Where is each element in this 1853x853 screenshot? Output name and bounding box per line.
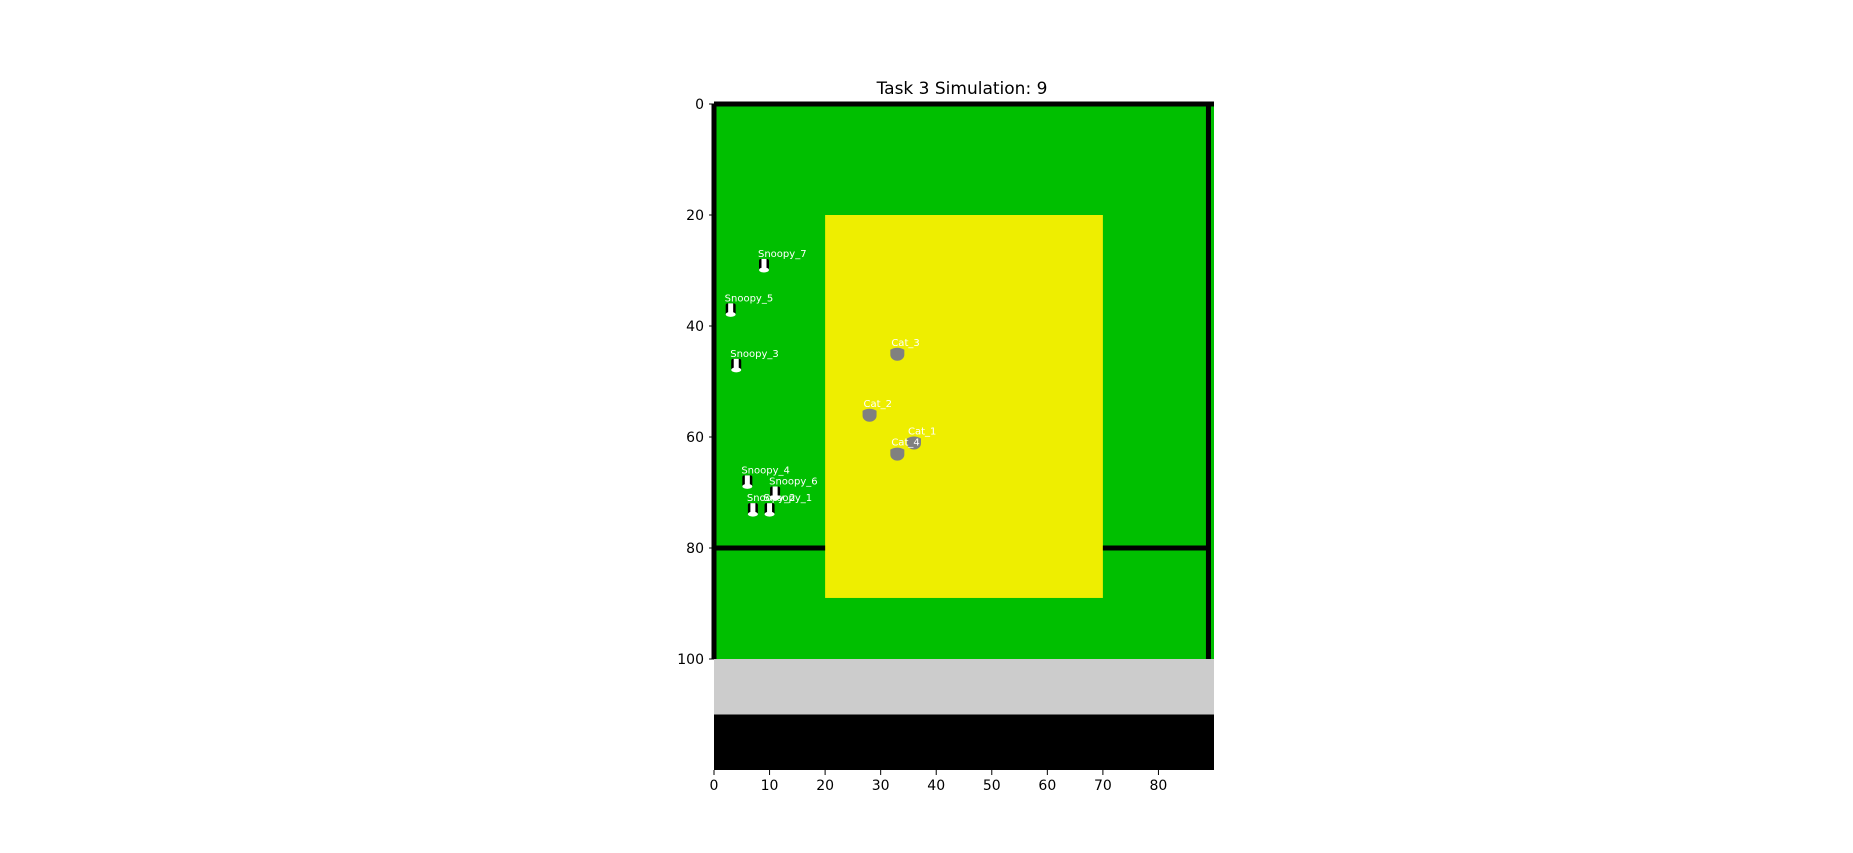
snoopy-face-icon [744,475,750,488]
snoopy-3-label: Snoopy_3 [730,349,779,360]
snoopy-5-marker: Snoopy_5 [725,293,774,317]
snoopy-feet-icon [742,483,753,489]
snoopy-face-icon [728,303,734,316]
y-tick-label: 100 [677,652,704,668]
plot-walls [711,101,1214,659]
snoopy-feet-icon [731,367,742,373]
snoopy-6-marker: Snoopy_6 [769,477,818,500]
plot-points: Snoopy_7 Snoopy_5 Snoopy_3 Snoopy_4Snoopy_6… [725,249,936,517]
cat-icon [890,447,905,461]
cat-icon [907,436,921,450]
y-axis: 0 20 40 60 80 100 [677,97,714,668]
snoopy-face-icon [772,486,778,499]
snoopy-feet-icon [747,511,758,517]
y-tick-label: 60 [686,430,704,446]
snoopy-4-marker: Snoopy_4 [741,465,790,489]
snoopy-feet-icon [764,511,775,517]
cat-icon [862,408,877,422]
x-tick-label: 50 [983,778,1001,794]
snoopy-feet-icon [770,495,781,500]
snoopy-1-marker: Snoopy_1 [764,493,813,517]
cat-1-marker: Cat_1 [907,427,936,450]
x-tick-label: 0 [710,778,719,794]
cat-2-marker: Cat_2 [862,399,892,422]
snoopy-4-label: Snoopy_4 [741,465,790,476]
snoopy-face-icon [733,358,739,371]
x-tick-label: 40 [927,778,945,794]
snoopy-feet-icon [759,267,769,273]
snoopy-7-marker: Snoopy_7 [758,249,807,273]
snoopy-1-label: Snoopy_1 [764,493,813,504]
x-tick-label: 30 [872,778,890,794]
snoopy-7-label: Snoopy_7 [758,249,807,260]
snoopy-5-label: Snoopy_5 [725,293,774,304]
region-gray-band [714,659,1214,715]
cat-3-label: Cat_3 [891,338,919,349]
cat-4-label: Cat_4 [891,438,919,449]
snoopy-2-marker: Snoopy_2 [747,493,796,517]
y-tick-label: 0 [695,97,704,113]
x-tick-label: 70 [1094,778,1112,794]
snoopy-feet-icon [725,311,736,317]
x-tick-label: 10 [761,778,779,794]
y-tick-label: 80 [686,541,704,557]
plot-regions [714,104,1214,770]
snoopy-face-icon [761,258,767,271]
snoopy-3-marker: Snoopy_3 [730,349,779,373]
cat-3-marker: Cat_3 [890,338,920,361]
snoopy-2-label: Snoopy_2 [747,493,796,504]
cat-4-marker: Cat_4 [890,438,920,461]
y-tick-label: 20 [686,208,704,224]
cat-2-label: Cat_2 [864,399,892,410]
snoopy-face-icon [767,503,773,516]
region-bottom-band [714,714,1214,770]
region-zone [825,215,1103,598]
x-tick-label: 20 [816,778,834,794]
snoopy-face-icon [750,503,756,516]
snoopy-6-label: Snoopy_6 [769,477,818,488]
cat-1-label: Cat_1 [908,427,936,438]
y-tick-label: 40 [686,319,704,335]
x-tick-label: 80 [1150,778,1168,794]
x-axis: 0 10 20 30 40 50 60 70 80 [710,770,1168,794]
chart-title: Task 3 Simulation: 9 [876,79,1048,99]
cat-icon [890,347,905,361]
x-tick-label: 60 [1038,778,1056,794]
